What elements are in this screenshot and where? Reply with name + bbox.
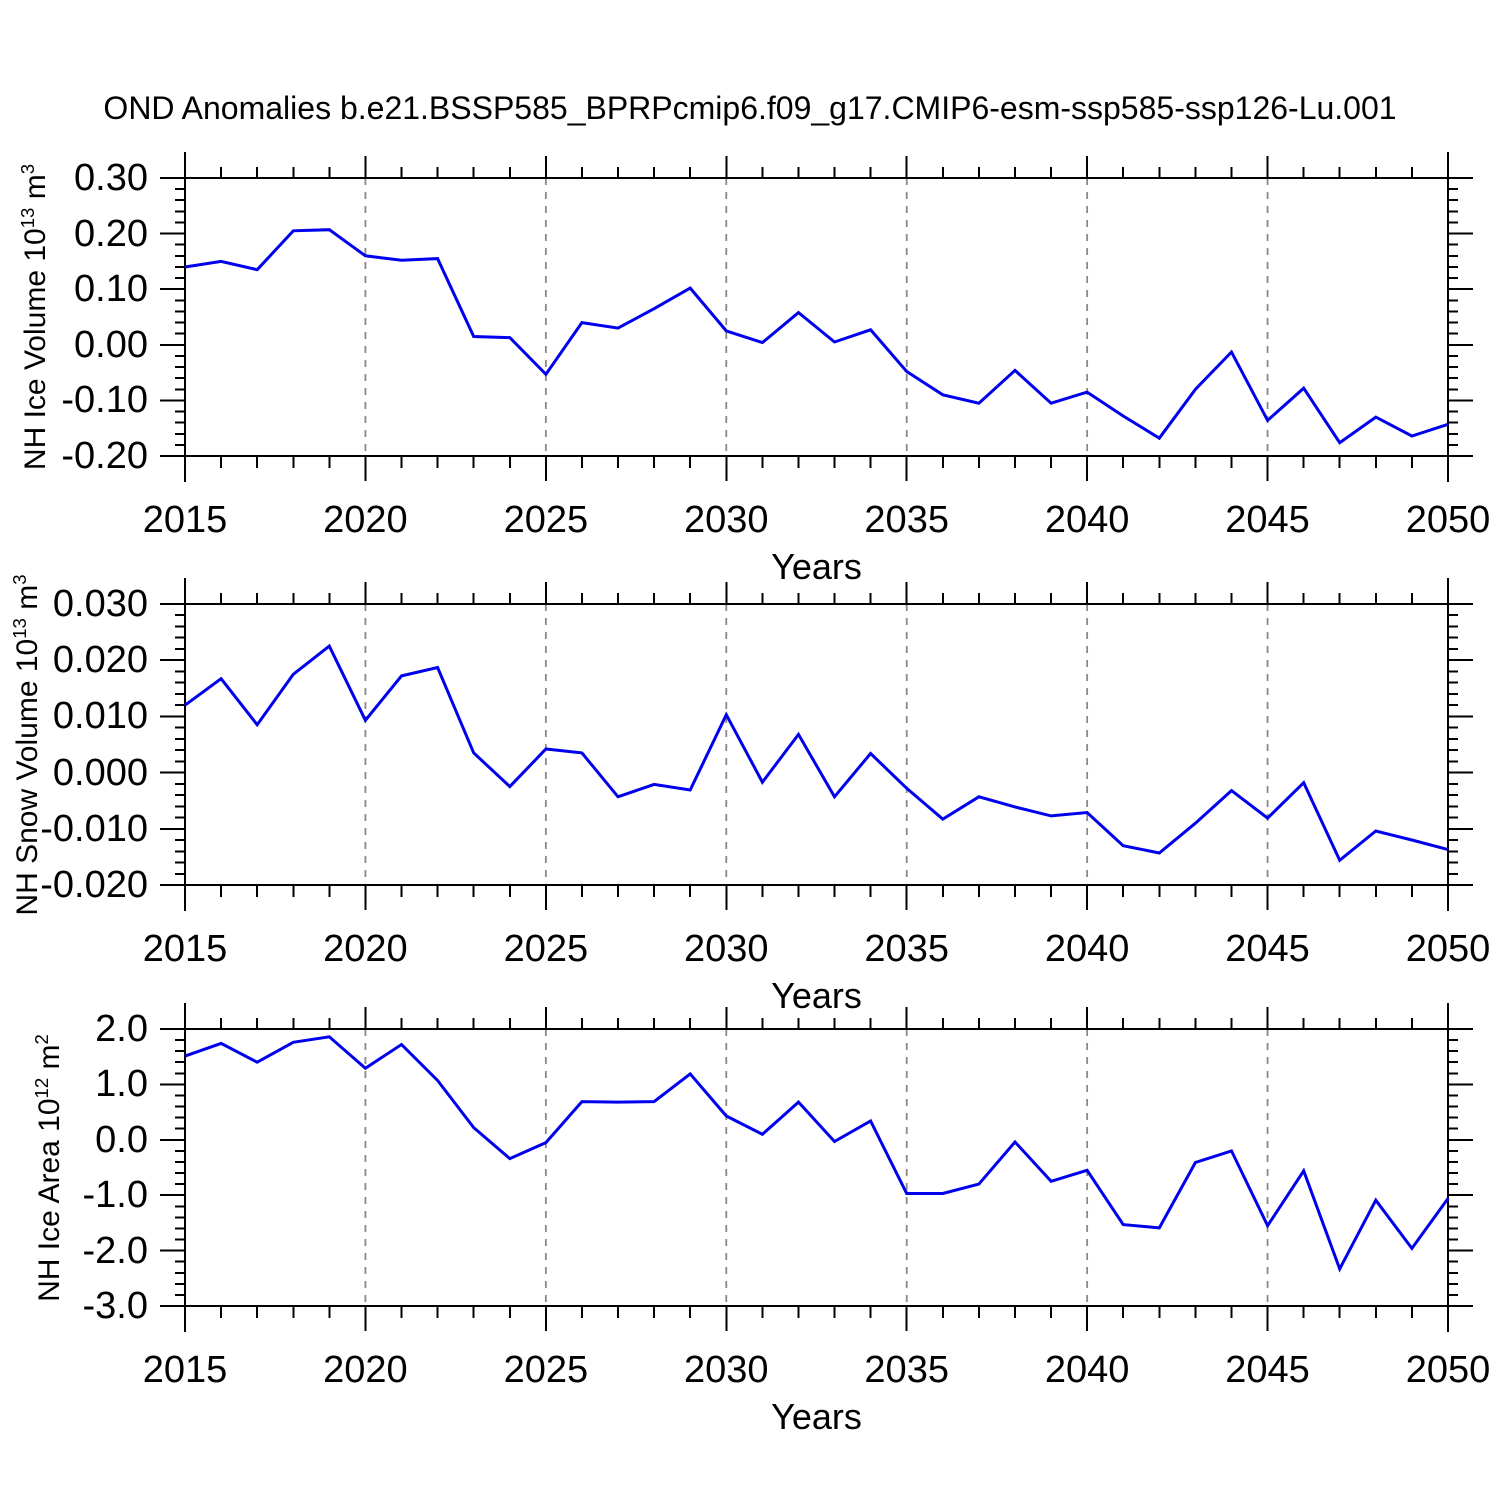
x-tick-label: 2035	[864, 928, 949, 970]
y-tick-label: 0.020	[52, 639, 148, 682]
x-tick-label: 2035	[864, 499, 949, 541]
y-tick-label: 0.030	[52, 583, 148, 625]
x-tick-label: 2025	[503, 1349, 589, 1391]
x-tick-label: 2040	[1044, 928, 1130, 970]
y-axis-label-ice-volume: NH Ice Volume 1013 m3	[6, 67, 52, 567]
y-tick-label: 2.0	[95, 1008, 148, 1050]
y-tick-label: 0.010	[52, 695, 148, 738]
x-tick-label: 2030	[684, 928, 769, 970]
x-axis-title: Years	[771, 975, 862, 1016]
x-axis-title: Years	[771, 546, 862, 587]
x-tick-label: 2045	[1225, 928, 1310, 970]
x-axis-title: Years	[771, 1396, 862, 1437]
x-tick-label: 2025	[503, 928, 589, 970]
y-tick-label: -0.010	[40, 807, 148, 850]
x-tick-label: 2030	[684, 1349, 769, 1391]
x-tick-label: 2050	[1405, 499, 1491, 541]
y-tick-label: -0.20	[61, 435, 148, 477]
y-tick-label: 0.00	[74, 323, 148, 366]
series-line-nh-ice-area	[184, 1035, 1450, 1273]
x-tick-label: 2015	[142, 928, 228, 970]
y-axis-label-ice-area: NH Ice Area 1012 m2	[20, 918, 66, 1418]
y-tick-label: 0.000	[52, 751, 148, 794]
x-tick-label: 2040	[1044, 499, 1130, 541]
y-tick-label: -0.020	[40, 864, 148, 906]
y-axis-label-unit-exponent: 3	[9, 573, 30, 585]
x-tick-label: 2040	[1044, 1349, 1130, 1391]
x-tick-label: 2020	[323, 1349, 408, 1391]
x-tick-label: 2015	[142, 1349, 228, 1391]
y-tick-label: -2.0	[82, 1229, 148, 1272]
y-tick-label: 0.10	[74, 268, 148, 311]
x-tick-label: 2015	[142, 499, 228, 541]
y-tick-label: 0.20	[74, 212, 148, 255]
y-tick-label: 1.0	[95, 1063, 148, 1106]
x-tick-label: 2020	[323, 928, 408, 970]
series-line-nh-snow-volume	[184, 643, 1449, 863]
x-tick-label: 2030	[684, 499, 769, 541]
y-tick-label: 0.30	[74, 157, 148, 199]
y-tick-label: -1.0	[82, 1174, 148, 1217]
chart-title: OND Anomalies b.e21.BSSP585_BPRPcmip6.f0…	[103, 90, 1397, 126]
x-tick-label: 2045	[1225, 1349, 1310, 1391]
x-tick-label: 2020	[323, 499, 408, 541]
x-tick-label: 2050	[1405, 928, 1491, 970]
y-tick-label: -3.0	[82, 1285, 148, 1327]
x-tick-label: 2045	[1225, 499, 1310, 541]
x-tick-label: 2025	[503, 499, 589, 541]
x-tick-label: 2035	[864, 1349, 949, 1391]
y-tick-label: 0.0	[95, 1118, 148, 1161]
y-tick-label: -0.10	[61, 379, 148, 422]
x-tick-label: 2050	[1405, 1349, 1491, 1391]
series-line-nh-ice-volume	[184, 228, 1449, 445]
